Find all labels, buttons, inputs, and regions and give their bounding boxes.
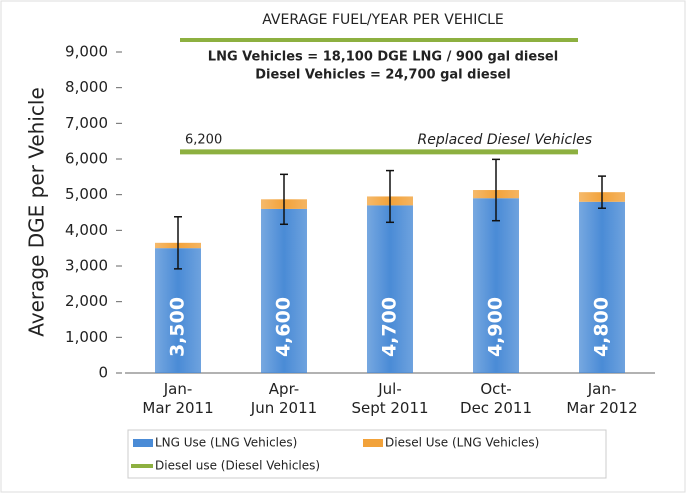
y-axis-label: Average DGE per Vehicle: [25, 87, 49, 336]
y-tick-label: 2,000: [65, 292, 108, 310]
y-tick-label: 3,000: [65, 257, 108, 275]
value-label: 3,500: [167, 297, 189, 357]
legend-label: Diesel use (Diesel Vehicles): [155, 459, 320, 473]
bar-segment: [367, 205, 413, 373]
bar-segment: [579, 201, 625, 373]
x-tick-label: Jan- Mar 2011: [142, 380, 214, 417]
y-tick-label: 9,000: [65, 43, 108, 61]
value-label: 4,900: [485, 297, 507, 357]
x-tick-label: Oct- Dec 2011: [460, 380, 532, 417]
value-label: 4,700: [379, 297, 401, 357]
y-tick-label: 8,000: [65, 78, 108, 96]
reference-label: Replaced Diesel Vehicles: [417, 132, 592, 148]
legend-label: Diesel Use (LNG Vehicles): [385, 436, 539, 450]
y-tick-label: 4,000: [65, 221, 108, 239]
y-tick-label: 1,000: [65, 328, 108, 346]
legend-label: LNG Use (LNG Vehicles): [155, 436, 297, 450]
legend-swatch: [133, 439, 153, 447]
bar-segment: [261, 208, 307, 373]
legend-swatch: [363, 439, 383, 447]
y-tick-label: 7,000: [65, 114, 108, 132]
value-label: 4,600: [273, 297, 295, 357]
x-tick-label: Jan- Mar 2012: [566, 380, 638, 417]
y-tick-label: 6,000: [65, 150, 108, 168]
reference-value-label: 6,200: [185, 132, 222, 147]
legend-box: [127, 429, 607, 479]
x-tick-label: Apr- Jun 2011: [250, 380, 318, 417]
y-tick-label: 5,000: [65, 185, 108, 203]
chart-title: AVERAGE FUEL/YEAR PER VEHICLE: [262, 12, 504, 28]
annotation: Diesel Vehicles = 24,700 gal diesel: [255, 68, 510, 83]
value-label: 4,800: [591, 297, 613, 357]
bar-segment: [473, 198, 519, 373]
y-tick-label: 0: [98, 364, 108, 382]
x-tick-label: Jul- Sept 2011: [351, 380, 429, 417]
annotation: LNG Vehicles = 18,100 DGE LNG / 900 gal …: [208, 50, 558, 65]
